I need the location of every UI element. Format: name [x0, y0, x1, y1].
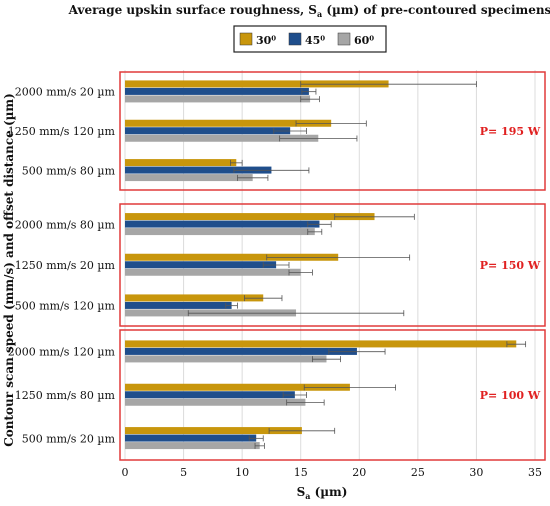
bar [125, 174, 253, 182]
bar [125, 213, 375, 221]
legend-label: 60⁰ [354, 34, 374, 47]
legend: 30⁰ 45⁰ 60⁰ [233, 25, 387, 53]
legend-label: 45⁰ [305, 34, 325, 47]
category-label: 500 mm/s 20 µm [22, 432, 116, 445]
bar [125, 261, 277, 269]
group-power-label: P= 100 W [480, 389, 541, 402]
legend-swatch [337, 32, 351, 46]
bars [125, 80, 527, 450]
x-tick-label: 35 [528, 466, 542, 479]
bar [125, 127, 291, 135]
bar [125, 294, 264, 302]
bar [125, 134, 319, 142]
bar [125, 159, 237, 167]
chart-title: Average upskin surface roughness, Sa (µm… [68, 3, 550, 19]
legend-box [233, 25, 387, 53]
bar [125, 268, 301, 276]
bar [125, 166, 272, 174]
x-tick-label: 30 [469, 466, 483, 479]
group-box [119, 203, 546, 327]
x-tick-label: 0 [122, 466, 129, 479]
x-axis-label: Sa (µm) [297, 485, 348, 501]
bar [125, 355, 327, 363]
category-label: 2000 mm/s 120 µm [8, 346, 116, 359]
group-box [119, 329, 546, 461]
x-tick-label: 5 [180, 466, 187, 479]
bar [125, 253, 339, 261]
group-power-label: P= 195 W [480, 125, 541, 138]
bar [125, 434, 257, 442]
category-label: 2000 mm/s 80 µm [15, 218, 116, 231]
bar [125, 228, 315, 236]
legend-label: 30⁰ [256, 34, 276, 47]
bar [125, 427, 302, 435]
x-tick-label: 20 [352, 466, 366, 479]
category-label: 1250 mm/s 120 µm [8, 125, 116, 138]
bar [125, 119, 332, 127]
bar [125, 340, 517, 348]
bar [125, 95, 311, 103]
bar [125, 442, 260, 450]
x-tick-labels: 0 5 10 15 20 25 30 35 [122, 466, 543, 479]
category-label: 500 mm/s 80 µm [22, 164, 116, 177]
category-label: 1250 mm/s 20 µm [15, 259, 116, 272]
bar [125, 347, 357, 355]
category-label: 500 mm/s 120 µm [15, 300, 116, 313]
category-label: 1250 mm/s 80 µm [15, 389, 116, 402]
bar [125, 301, 232, 309]
bar [125, 391, 295, 399]
x-tick-label: 25 [411, 466, 425, 479]
legend-swatch [288, 32, 302, 46]
group-box [119, 71, 546, 191]
group-power-label: P= 150 W [480, 259, 541, 272]
bar [125, 80, 389, 88]
bar [125, 383, 350, 391]
x-tick-label: 10 [235, 466, 249, 479]
legend-swatch [239, 32, 253, 46]
y-axis-label: Contour scan speed (mm/s) and offset dis… [2, 93, 16, 447]
bar [125, 220, 320, 228]
bar [125, 398, 306, 406]
group-boxes: P= 195 W 2000 mm/s 20 µm 1250 mm/s 120 µm 5… [8, 71, 546, 461]
category-label: 2000 mm/s 20 µm [15, 86, 116, 99]
bar [125, 87, 309, 95]
x-tick-label: 15 [294, 466, 308, 479]
